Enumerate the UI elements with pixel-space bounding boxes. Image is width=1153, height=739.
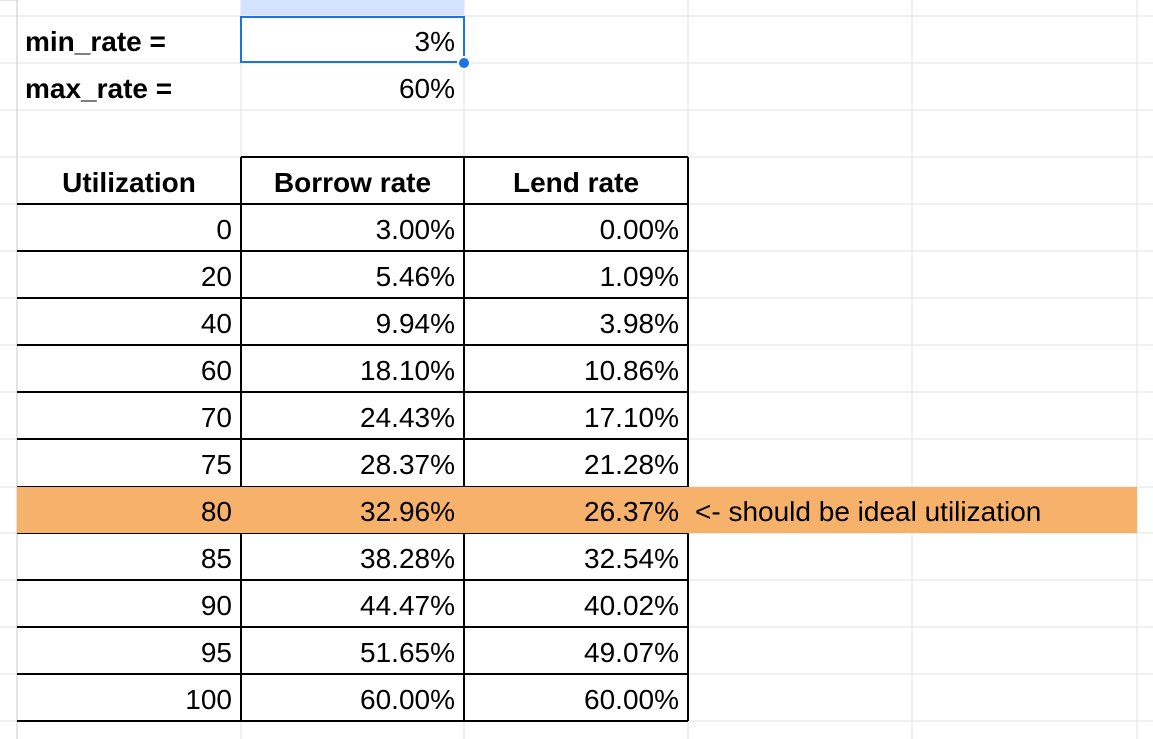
borrow-rate-cell[interactable]: 5.46% xyxy=(375,261,455,292)
header-borrow-rate[interactable]: Borrow rate xyxy=(273,167,432,198)
utilization-cell[interactable]: 70 xyxy=(200,402,232,433)
ideal-utilization-note[interactable]: <- should be ideal utilization xyxy=(695,496,1042,527)
borrow-rate-cell[interactable]: 60.00% xyxy=(360,684,455,715)
lend-rate-cell[interactable]: 21.28% xyxy=(584,449,679,480)
max-rate-label[interactable]: max_rate = xyxy=(25,73,173,104)
lend-rate-cell[interactable]: 17.10% xyxy=(584,402,679,433)
lend-rate-cell[interactable]: 32.54% xyxy=(584,543,679,574)
utilization-cell[interactable]: 0 xyxy=(216,214,232,245)
borrow-rate-cell[interactable]: 38.28% xyxy=(360,543,455,574)
lend-rate-cell[interactable]: 49.07% xyxy=(584,637,679,668)
active-cell-selection[interactable] xyxy=(240,16,465,63)
min-rate-label[interactable]: min_rate = xyxy=(25,26,166,57)
highlight-row xyxy=(17,487,1137,533)
min-rate-value[interactable]: 3% xyxy=(414,26,455,57)
utilization-cell[interactable]: 60 xyxy=(200,355,232,386)
borrow-rate-cell[interactable]: 32.96% xyxy=(360,496,455,527)
utilization-cell[interactable]: 80 xyxy=(200,496,232,527)
borrow-rate-cell[interactable]: 51.65% xyxy=(360,637,455,668)
borrow-rate-cell[interactable]: 9.94% xyxy=(375,308,455,339)
lend-rate-cell[interactable]: 3.98% xyxy=(599,308,679,339)
fill-handle[interactable] xyxy=(457,56,471,70)
max-rate-value[interactable]: 60% xyxy=(398,73,455,104)
utilization-cell[interactable]: 40 xyxy=(200,308,232,339)
header-lend-rate[interactable]: Lend rate xyxy=(512,167,640,198)
lend-rate-cell[interactable]: 60.00% xyxy=(584,684,679,715)
borrow-rate-cell[interactable]: 24.43% xyxy=(360,402,455,433)
utilization-cell[interactable]: 85 xyxy=(200,543,232,574)
lend-rate-cell[interactable]: 40.02% xyxy=(584,590,679,621)
lend-rate-cell[interactable]: 26.37% xyxy=(584,496,679,527)
borrow-rate-cell[interactable]: 28.37% xyxy=(360,449,455,480)
utilization-cell[interactable]: 100 xyxy=(185,684,232,715)
lend-rate-cell[interactable]: 10.86% xyxy=(584,355,679,386)
lend-rate-cell[interactable]: 0.00% xyxy=(599,214,679,245)
borrow-rate-cell[interactable]: 18.10% xyxy=(360,355,455,386)
utilization-cell[interactable]: 20 xyxy=(200,261,232,292)
borrow-rate-cell[interactable]: 44.47% xyxy=(360,590,455,621)
selected-column-header xyxy=(241,0,464,15)
utilization-cell[interactable]: 75 xyxy=(200,449,232,480)
header-utilization[interactable]: Utilization xyxy=(62,167,196,198)
lend-rate-cell[interactable]: 1.09% xyxy=(599,261,679,292)
utilization-cell[interactable]: 95 xyxy=(200,637,232,668)
utilization-cell[interactable]: 90 xyxy=(200,590,232,621)
borrow-rate-cell[interactable]: 3.00% xyxy=(375,214,455,245)
